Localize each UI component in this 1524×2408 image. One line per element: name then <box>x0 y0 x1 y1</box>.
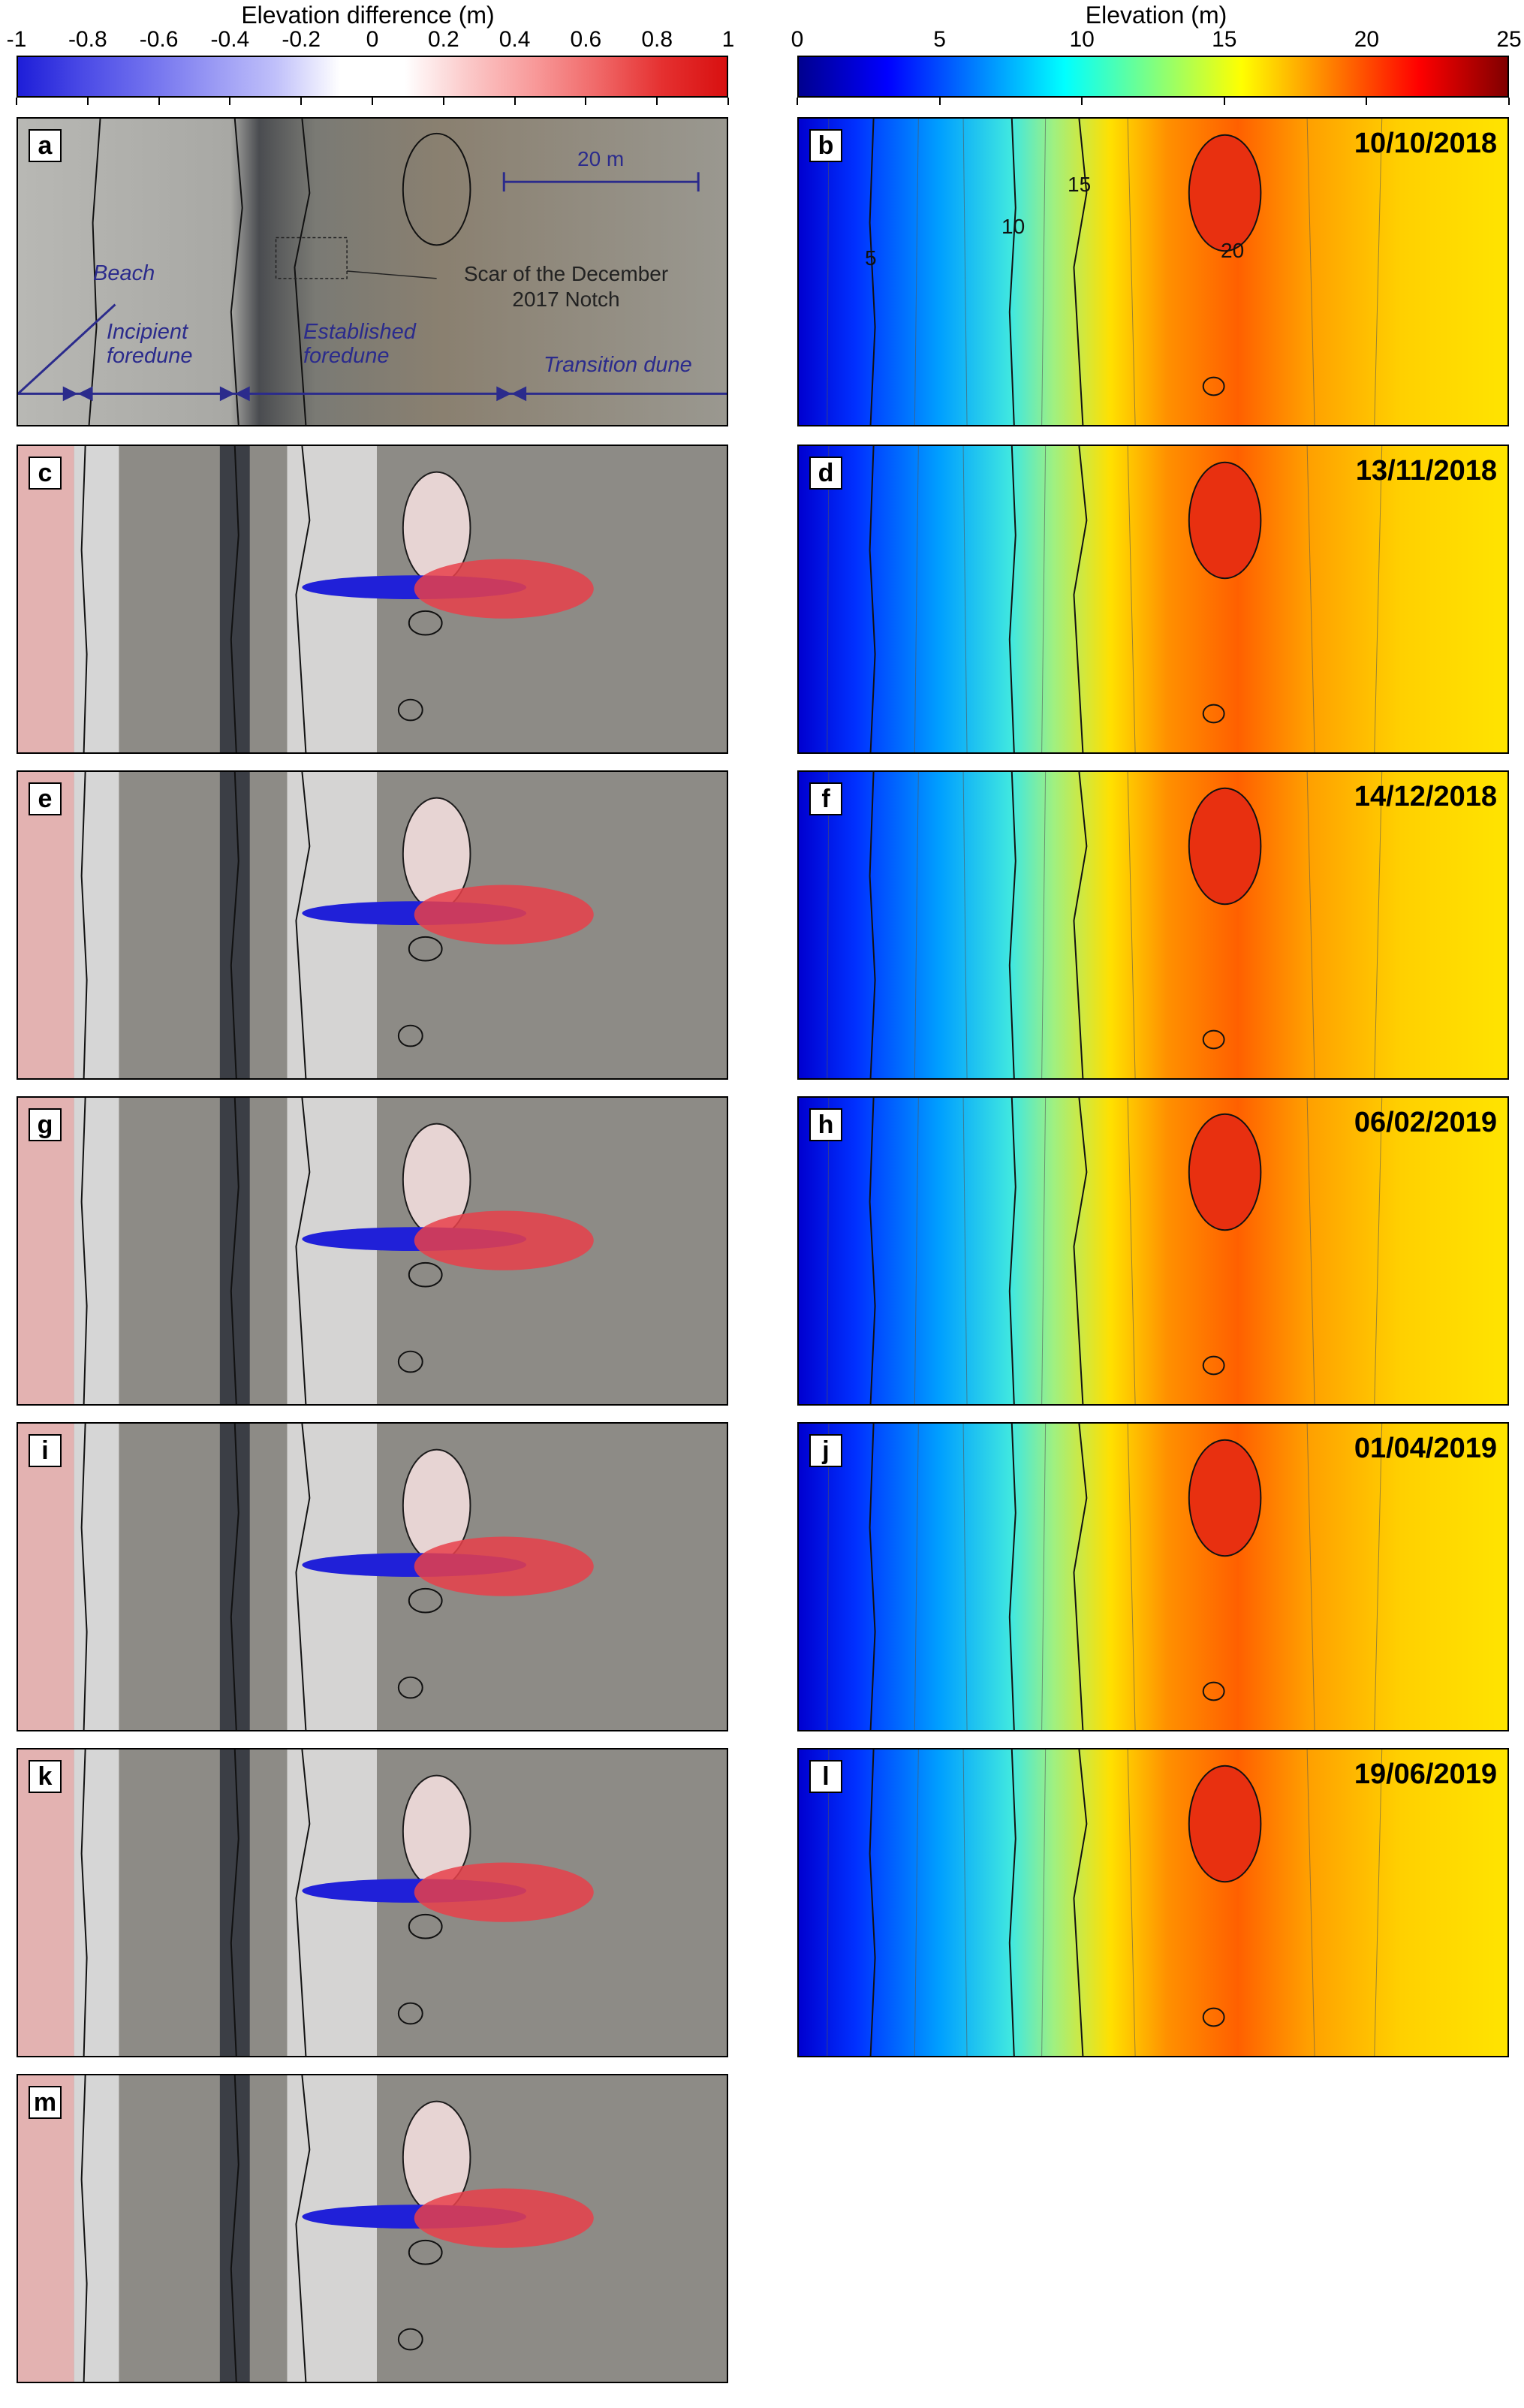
panel-d: d 13/11/2018 <box>797 445 1509 754</box>
elevation-map <box>799 772 1507 1078</box>
panel-label: i <box>29 1434 62 1467</box>
established-foredune-label: Established foredune <box>303 320 416 368</box>
difference-tick-label: 0.8 <box>641 27 673 52</box>
panel-label: a <box>29 129 62 162</box>
elevation-map <box>799 1749 1507 2056</box>
panel-label: c <box>29 457 62 490</box>
elevation-tick-label: 5 <box>933 27 946 52</box>
elevation-tick-mark <box>1366 98 1368 105</box>
difference-colorbar <box>17 56 728 98</box>
elevation-tick-mark <box>1223 98 1225 105</box>
beach-label: Beach <box>93 261 155 285</box>
panel-f: f 14/12/2018 <box>797 770 1509 1080</box>
panel-b: b 10/10/2018 5 10 15 20 <box>797 117 1509 426</box>
difference-tick-label: -1 <box>6 27 27 52</box>
panel-label: g <box>29 1108 62 1141</box>
elevation-map <box>799 1424 1507 1730</box>
panel-label: d <box>809 457 842 490</box>
elevation-tick-label: 20 <box>1354 27 1380 52</box>
elevation-colorbar-title: Elevation (m) <box>1085 2 1227 29</box>
panel-label: h <box>809 1108 842 1141</box>
difference-tick-label: -0.8 <box>68 27 107 52</box>
elevation-tick-label: 0 <box>791 27 804 52</box>
difference-tick-mark <box>656 98 658 105</box>
difference-tick-mark <box>300 98 303 105</box>
difference-tick-mark <box>16 98 17 105</box>
contour-label-15: 15 <box>1068 173 1092 196</box>
survey-date: 13/11/2018 <box>1355 455 1497 487</box>
difference-tick-mark <box>585 98 587 105</box>
elevation-tick-label: 10 <box>1069 27 1095 52</box>
elevation-difference-map <box>18 2075 727 2382</box>
elevation-tick-mark <box>1508 98 1510 105</box>
contour-label-20: 20 <box>1221 239 1245 262</box>
difference-tick-label: 0.2 <box>427 27 459 52</box>
panel-m: m <box>17 2074 728 2383</box>
elevation-map <box>799 119 1507 425</box>
difference-colorbar-title: Elevation difference (m) <box>241 2 495 29</box>
difference-tick-label: -0.6 <box>139 27 179 52</box>
elevation-difference-map <box>18 1098 727 1404</box>
elevation-colorbar <box>797 56 1509 98</box>
difference-tick-label: -0.2 <box>282 27 321 52</box>
panel-k: k <box>17 1748 728 2057</box>
elevation-tick-mark <box>797 98 798 105</box>
transition-dune-label: Transition dune <box>544 353 692 377</box>
elevation-tick-label: 25 <box>1496 27 1522 52</box>
panel-a: a Beach Incipient foredune Established f… <box>17 117 728 426</box>
panel-label: j <box>809 1434 842 1467</box>
panel-l: l 19/06/2019 <box>797 1748 1509 2057</box>
elevation-difference-map <box>18 1424 727 1730</box>
difference-tick-label: 0 <box>366 27 379 52</box>
aerial-photo-map <box>18 119 727 425</box>
difference-tick-label: 0.6 <box>570 27 602 52</box>
elevation-tick-mark <box>1081 98 1083 105</box>
panel-label: m <box>29 2086 62 2119</box>
elevation-tick-mark <box>938 98 941 105</box>
panel-h: h 06/02/2019 <box>797 1096 1509 1406</box>
difference-tick-mark <box>372 98 373 105</box>
panel-g: g <box>17 1096 728 1406</box>
difference-tick-label: 1 <box>721 27 735 52</box>
scar-annotation: Scar of the December 2017 Notch <box>463 262 669 311</box>
scale-bar-label: 20 m <box>577 147 625 170</box>
survey-date: 01/04/2019 <box>1354 1433 1497 1464</box>
difference-tick-mark <box>158 98 160 105</box>
panel-label: e <box>29 782 62 815</box>
difference-tick-mark <box>86 98 89 105</box>
elevation-difference-map <box>18 772 727 1078</box>
contour-label-5: 5 <box>865 246 877 270</box>
difference-tick-mark <box>727 98 729 105</box>
survey-date: 06/02/2019 <box>1354 1107 1497 1138</box>
survey-date: 10/10/2018 <box>1354 128 1497 159</box>
contour-label-10: 10 <box>1001 215 1026 238</box>
elevation-tick-label: 15 <box>1212 27 1237 52</box>
panel-i: i <box>17 1422 728 1731</box>
difference-tick-mark <box>514 98 516 105</box>
panel-label: l <box>809 1760 842 1793</box>
panel-label: f <box>809 782 842 815</box>
panel-j: j 01/04/2019 <box>797 1422 1509 1731</box>
survey-date: 19/06/2019 <box>1354 1759 1497 1790</box>
difference-tick-label: -0.4 <box>210 27 250 52</box>
incipient-foredune-label: Incipient foredune <box>107 320 193 368</box>
elevation-difference-map <box>18 1749 727 2056</box>
elevation-map <box>799 446 1507 752</box>
panel-c: c <box>17 445 728 754</box>
elevation-difference-map <box>18 446 727 752</box>
elevation-map <box>799 1098 1507 1404</box>
panel-e: e <box>17 770 728 1080</box>
survey-date: 14/12/2018 <box>1354 781 1497 812</box>
difference-tick-mark <box>442 98 444 105</box>
panel-label: k <box>29 1760 62 1793</box>
panel-label: b <box>809 129 842 162</box>
difference-tick-mark <box>229 98 231 105</box>
difference-tick-label: 0.4 <box>498 27 531 52</box>
